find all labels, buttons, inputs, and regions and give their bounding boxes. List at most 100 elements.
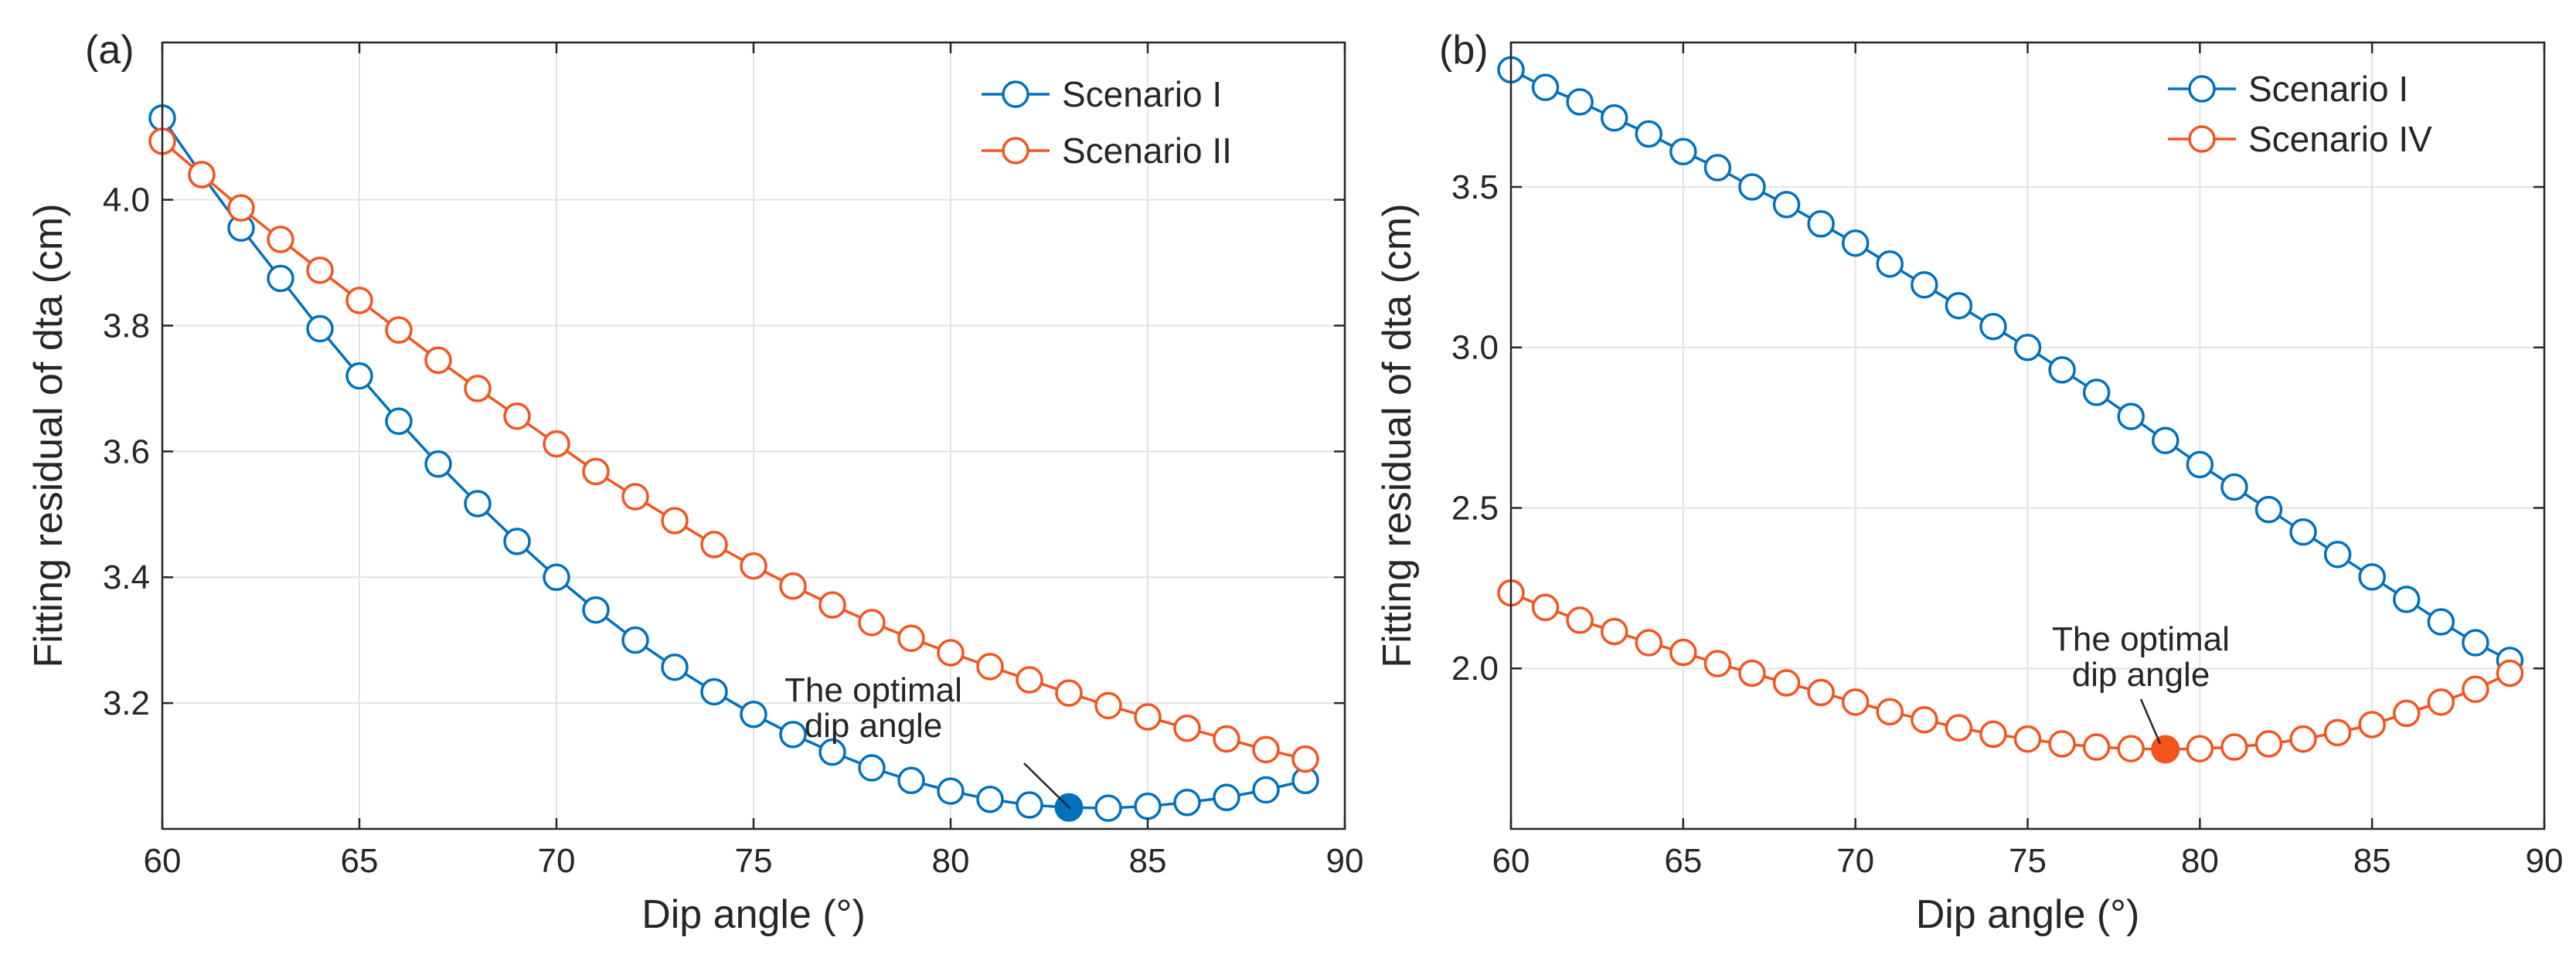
data-point <box>2427 688 2455 716</box>
data-point <box>306 256 334 284</box>
data-point <box>424 346 452 375</box>
data-point <box>2289 725 2317 753</box>
legend-item-2: Scenario IV <box>2168 119 2432 159</box>
x-tick-label: 65 <box>1664 842 1702 880</box>
legend-item-1: Scenario I <box>982 74 1222 114</box>
data-point <box>2082 733 2111 761</box>
x-tick-label: 60 <box>1492 842 1530 880</box>
x-tick-label: 75 <box>2009 842 2047 880</box>
x-tick-label: 90 <box>2526 842 2564 880</box>
data-point <box>1213 783 1240 812</box>
data-point <box>2048 730 2076 758</box>
data-point <box>1979 720 2007 749</box>
x-tick-label: 80 <box>932 842 970 880</box>
data-point <box>2254 495 2283 524</box>
data-point <box>858 609 886 637</box>
data-point <box>424 450 452 478</box>
data-point <box>306 314 334 343</box>
data-point <box>661 507 689 535</box>
data-point <box>937 639 965 667</box>
data-point <box>2427 608 2455 636</box>
x-tick-label: 85 <box>2353 842 2391 880</box>
data-point <box>976 785 1004 813</box>
data-point <box>897 766 925 795</box>
data-point <box>503 528 531 555</box>
x-tick-label: 70 <box>538 842 576 880</box>
data-point <box>227 194 255 222</box>
data-point <box>1635 120 1663 148</box>
y-tick-label: 3.4 <box>103 559 150 596</box>
ticks-b: 60 65 70 75 80 85 90 2.0 2.5 3.0 3.5 <box>1451 42 2564 880</box>
data-point <box>1531 73 1560 101</box>
data-point <box>1945 714 1973 742</box>
legend-label: Scenario IV <box>2248 119 2432 159</box>
data-point <box>2220 473 2248 501</box>
data-point <box>700 677 728 706</box>
data-point <box>1600 617 1628 646</box>
data-point <box>661 653 689 681</box>
data-point <box>976 653 1004 681</box>
data-point <box>937 777 965 805</box>
data-point <box>1635 629 1663 657</box>
data-point <box>2254 730 2283 758</box>
data-point <box>779 721 807 749</box>
data-point <box>2186 735 2214 762</box>
data-point <box>858 754 886 782</box>
y-tick-label: 3.5 <box>1451 168 1499 206</box>
y-axis-label-a: Fitting residual of dta (cm) <box>26 203 71 667</box>
data-point <box>1669 138 1697 166</box>
annotation-text: The optimal <box>2052 620 2230 658</box>
data-point <box>1566 88 1594 116</box>
data-point <box>2392 586 2421 613</box>
legend-label: Scenario I <box>2248 69 2408 109</box>
data-point <box>740 701 767 728</box>
chart-panel-b: 60 65 70 75 80 85 90 2.0 2.5 3.0 3.5 (b) Dip angle… <box>1375 28 2563 937</box>
data-point <box>1252 735 1280 764</box>
annotation-text: dip angle <box>805 707 943 745</box>
data-point <box>1876 698 1904 726</box>
data-point <box>267 226 294 253</box>
data-point <box>700 531 728 559</box>
y-tick-label: 3.8 <box>103 307 150 345</box>
data-point <box>543 563 570 591</box>
data-point <box>582 457 610 486</box>
data-point <box>2186 450 2214 479</box>
data-point <box>1945 291 1973 320</box>
data-point <box>2082 379 2111 406</box>
y-tick-label: 2.5 <box>1451 489 1499 527</box>
x-axis-label-b: Dip angle (°) <box>1916 892 2140 937</box>
data-point <box>1772 191 1801 219</box>
data-point <box>2358 563 2386 591</box>
data-point <box>779 572 807 600</box>
x-tick-label: 80 <box>2181 842 2219 880</box>
y-tick-label: 3.6 <box>103 433 150 470</box>
ticks-a: 60 65 70 75 80 85 90 3.2 3.4 3.6 3.8 4.0 <box>103 42 1363 880</box>
data-point <box>1841 229 1870 257</box>
data-point <box>1213 725 1240 753</box>
legend-marker <box>2188 75 2216 103</box>
annotation-text: The optimal <box>784 671 962 709</box>
data-point <box>1055 679 1083 707</box>
data-point <box>1016 666 1043 694</box>
data-point <box>385 407 413 436</box>
data-point <box>2117 402 2145 430</box>
annotation-pointer-line <box>2139 698 2162 745</box>
data-point <box>345 287 373 314</box>
data-point <box>1911 705 1938 734</box>
data-point <box>1979 312 2007 341</box>
data-point <box>1911 270 1938 299</box>
data-point <box>1600 104 1628 132</box>
series-markers-b <box>1497 56 2524 764</box>
data-point <box>2358 711 2386 739</box>
data-point <box>1807 210 1835 238</box>
y-tick-label: 3.2 <box>103 684 150 722</box>
data-point <box>2117 735 2145 762</box>
data-point <box>188 161 216 188</box>
data-point <box>2289 518 2317 546</box>
x-tick-label: 75 <box>735 842 773 880</box>
data-point <box>1703 650 1732 677</box>
data-point <box>740 552 767 580</box>
chart-panel-a: 60 65 70 75 80 85 90 3.2 3.4 3.6 3.8 4.0 (a) Dip an… <box>26 28 1363 937</box>
